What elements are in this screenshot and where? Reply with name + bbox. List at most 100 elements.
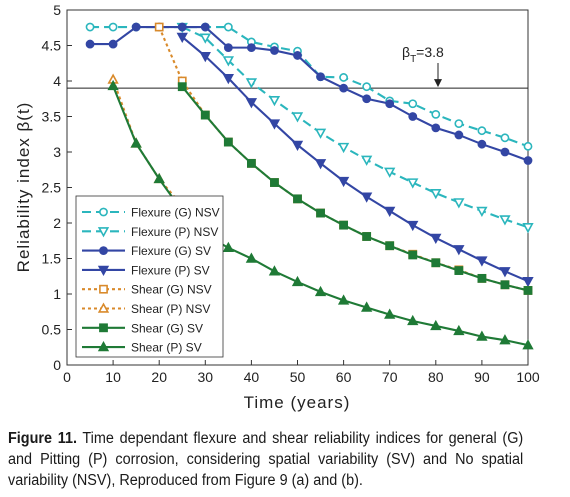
data-point-2-2 (131, 22, 141, 32)
data-point-3-10 (407, 220, 419, 232)
legend-marker-7 (97, 341, 110, 352)
legend-label-6: Shear (G) SV (131, 321, 203, 335)
y-tick-label: 1.5 (42, 251, 62, 267)
series-line-5 (112, 79, 184, 207)
data-point-2-4 (177, 22, 187, 32)
legend-label-1: Flexure (P) NSV (131, 225, 218, 239)
data-point-2-17 (477, 139, 487, 149)
y-tick-label: 1 (53, 286, 61, 302)
data-point-2-11 (339, 83, 348, 93)
data-point-3-8 (360, 192, 373, 203)
target-annotation-value: =3.8 (416, 44, 444, 60)
data-point-7-1 (130, 137, 142, 148)
x-tick-label: 10 (105, 369, 121, 385)
y-tick-label: 0.5 (42, 322, 62, 338)
target-annotation-sub: T (410, 54, 416, 65)
data-point-6-13 (477, 273, 487, 283)
y-tick-label: 3.5 (42, 109, 62, 125)
legend-marker-5 (97, 302, 110, 313)
caption-label: Figure 11. (8, 430, 77, 447)
data-point-6-0 (177, 82, 187, 92)
y-tick-label: 2.5 (42, 180, 62, 196)
data-point-3-14 (499, 267, 511, 278)
data-point-1-11 (430, 188, 442, 200)
y-tick-label: 2 (53, 215, 61, 231)
target-annotation-main: β (402, 44, 410, 60)
data-point-6-6 (316, 208, 325, 218)
data-point-6-14 (500, 280, 510, 290)
data-point-3-4 (268, 119, 281, 130)
x-tick-label: 20 (151, 369, 167, 385)
data-point-6-9 (385, 241, 395, 251)
data-point-3-11 (430, 233, 442, 244)
data-point-2-13 (385, 99, 395, 109)
legend: Flexure (G) NSV Flexure (P) NSV Flexure (G… (75, 195, 224, 358)
x-tick-label: 100 (516, 369, 540, 385)
y-tick-label: 0 (53, 357, 61, 373)
y-tick-label: 3 (53, 144, 61, 160)
data-point-1-6 (314, 128, 327, 139)
data-point-6-2 (223, 137, 233, 147)
data-point-6-11 (431, 258, 441, 268)
legend-label-5: Shear (P) NSV (131, 302, 210, 316)
target-annotation: βT=3.8 (402, 44, 444, 65)
legend-box (75, 195, 224, 358)
x-tick-label: 60 (336, 369, 352, 385)
legend-marker-3 (97, 265, 110, 276)
data-point-7-17 (499, 334, 511, 345)
data-point-7-2 (153, 172, 165, 184)
figure-caption: Figure 11. Time dependant flexure and sh… (8, 428, 523, 491)
data-point-7-12 (384, 308, 396, 319)
legend-label-4: Shear (G) NSV (131, 283, 212, 297)
axis-ticks: 0 10 20 30 40 50 60 70 80 90 100 0 0.5 1 1.5 2 2.5 3 3.5 4 4… (42, 2, 540, 385)
data-point-1-14 (499, 215, 511, 226)
legend-marker-2 (99, 246, 108, 255)
data-point-2-15 (431, 123, 441, 133)
data-point-1-1 (199, 33, 211, 44)
data-point-3-15 (522, 277, 534, 288)
data-point-7-6 (245, 252, 258, 263)
x-axis-title: Time (years) (244, 393, 351, 412)
data-point-0-0 (85, 22, 95, 32)
data-point-7-18 (522, 339, 534, 350)
data-point-1-5 (291, 112, 304, 123)
data-point-1-2 (222, 56, 235, 67)
legend-label-0: Flexure (G) NSV (131, 206, 220, 220)
data-point-2-14 (408, 112, 418, 121)
data-point-3-3 (245, 98, 258, 109)
data-point-3-1 (199, 51, 211, 63)
data-point-1-4 (268, 95, 281, 107)
legend-label-3: Flexure (P) SV (131, 263, 210, 277)
data-point-2-7 (246, 43, 256, 53)
data-point-0-14 (408, 99, 418, 109)
data-point-7-7 (268, 265, 281, 276)
data-point-1-7 (337, 142, 350, 154)
data-point-0-16 (454, 119, 464, 128)
data-point-0-15 (431, 109, 441, 119)
legend-marker-4 (99, 284, 108, 294)
y-tick-label: 4.5 (42, 38, 62, 54)
series-line-3 (181, 36, 529, 283)
x-tick-label: 40 (244, 369, 260, 385)
data-point-2-8 (270, 46, 279, 55)
data-point-1-10 (407, 178, 419, 189)
caption-text: Time dependant flexure and shear reliabi… (8, 430, 524, 489)
legend-marker-0 (99, 207, 108, 217)
data-point-2-1 (108, 39, 118, 49)
data-point-6-8 (362, 232, 372, 241)
x-tick-label: 80 (428, 369, 444, 385)
data-point-7-5 (222, 241, 235, 253)
data-point-2-16 (454, 130, 464, 140)
data-point-7-15 (453, 324, 465, 336)
data-point-0-6 (223, 22, 233, 32)
data-point-3-13 (476, 256, 488, 267)
y-axis-title: Reliability index β(t) (14, 102, 33, 273)
data-point-0-12 (362, 82, 372, 92)
data-point-2-9 (293, 51, 302, 60)
data-point-2-0 (85, 39, 95, 49)
x-tick-label: 30 (198, 369, 214, 385)
target-arrow-head (434, 79, 442, 88)
data-point-3-7 (337, 176, 350, 188)
data-point-7-11 (360, 301, 373, 312)
x-tick-label: 70 (382, 369, 398, 385)
